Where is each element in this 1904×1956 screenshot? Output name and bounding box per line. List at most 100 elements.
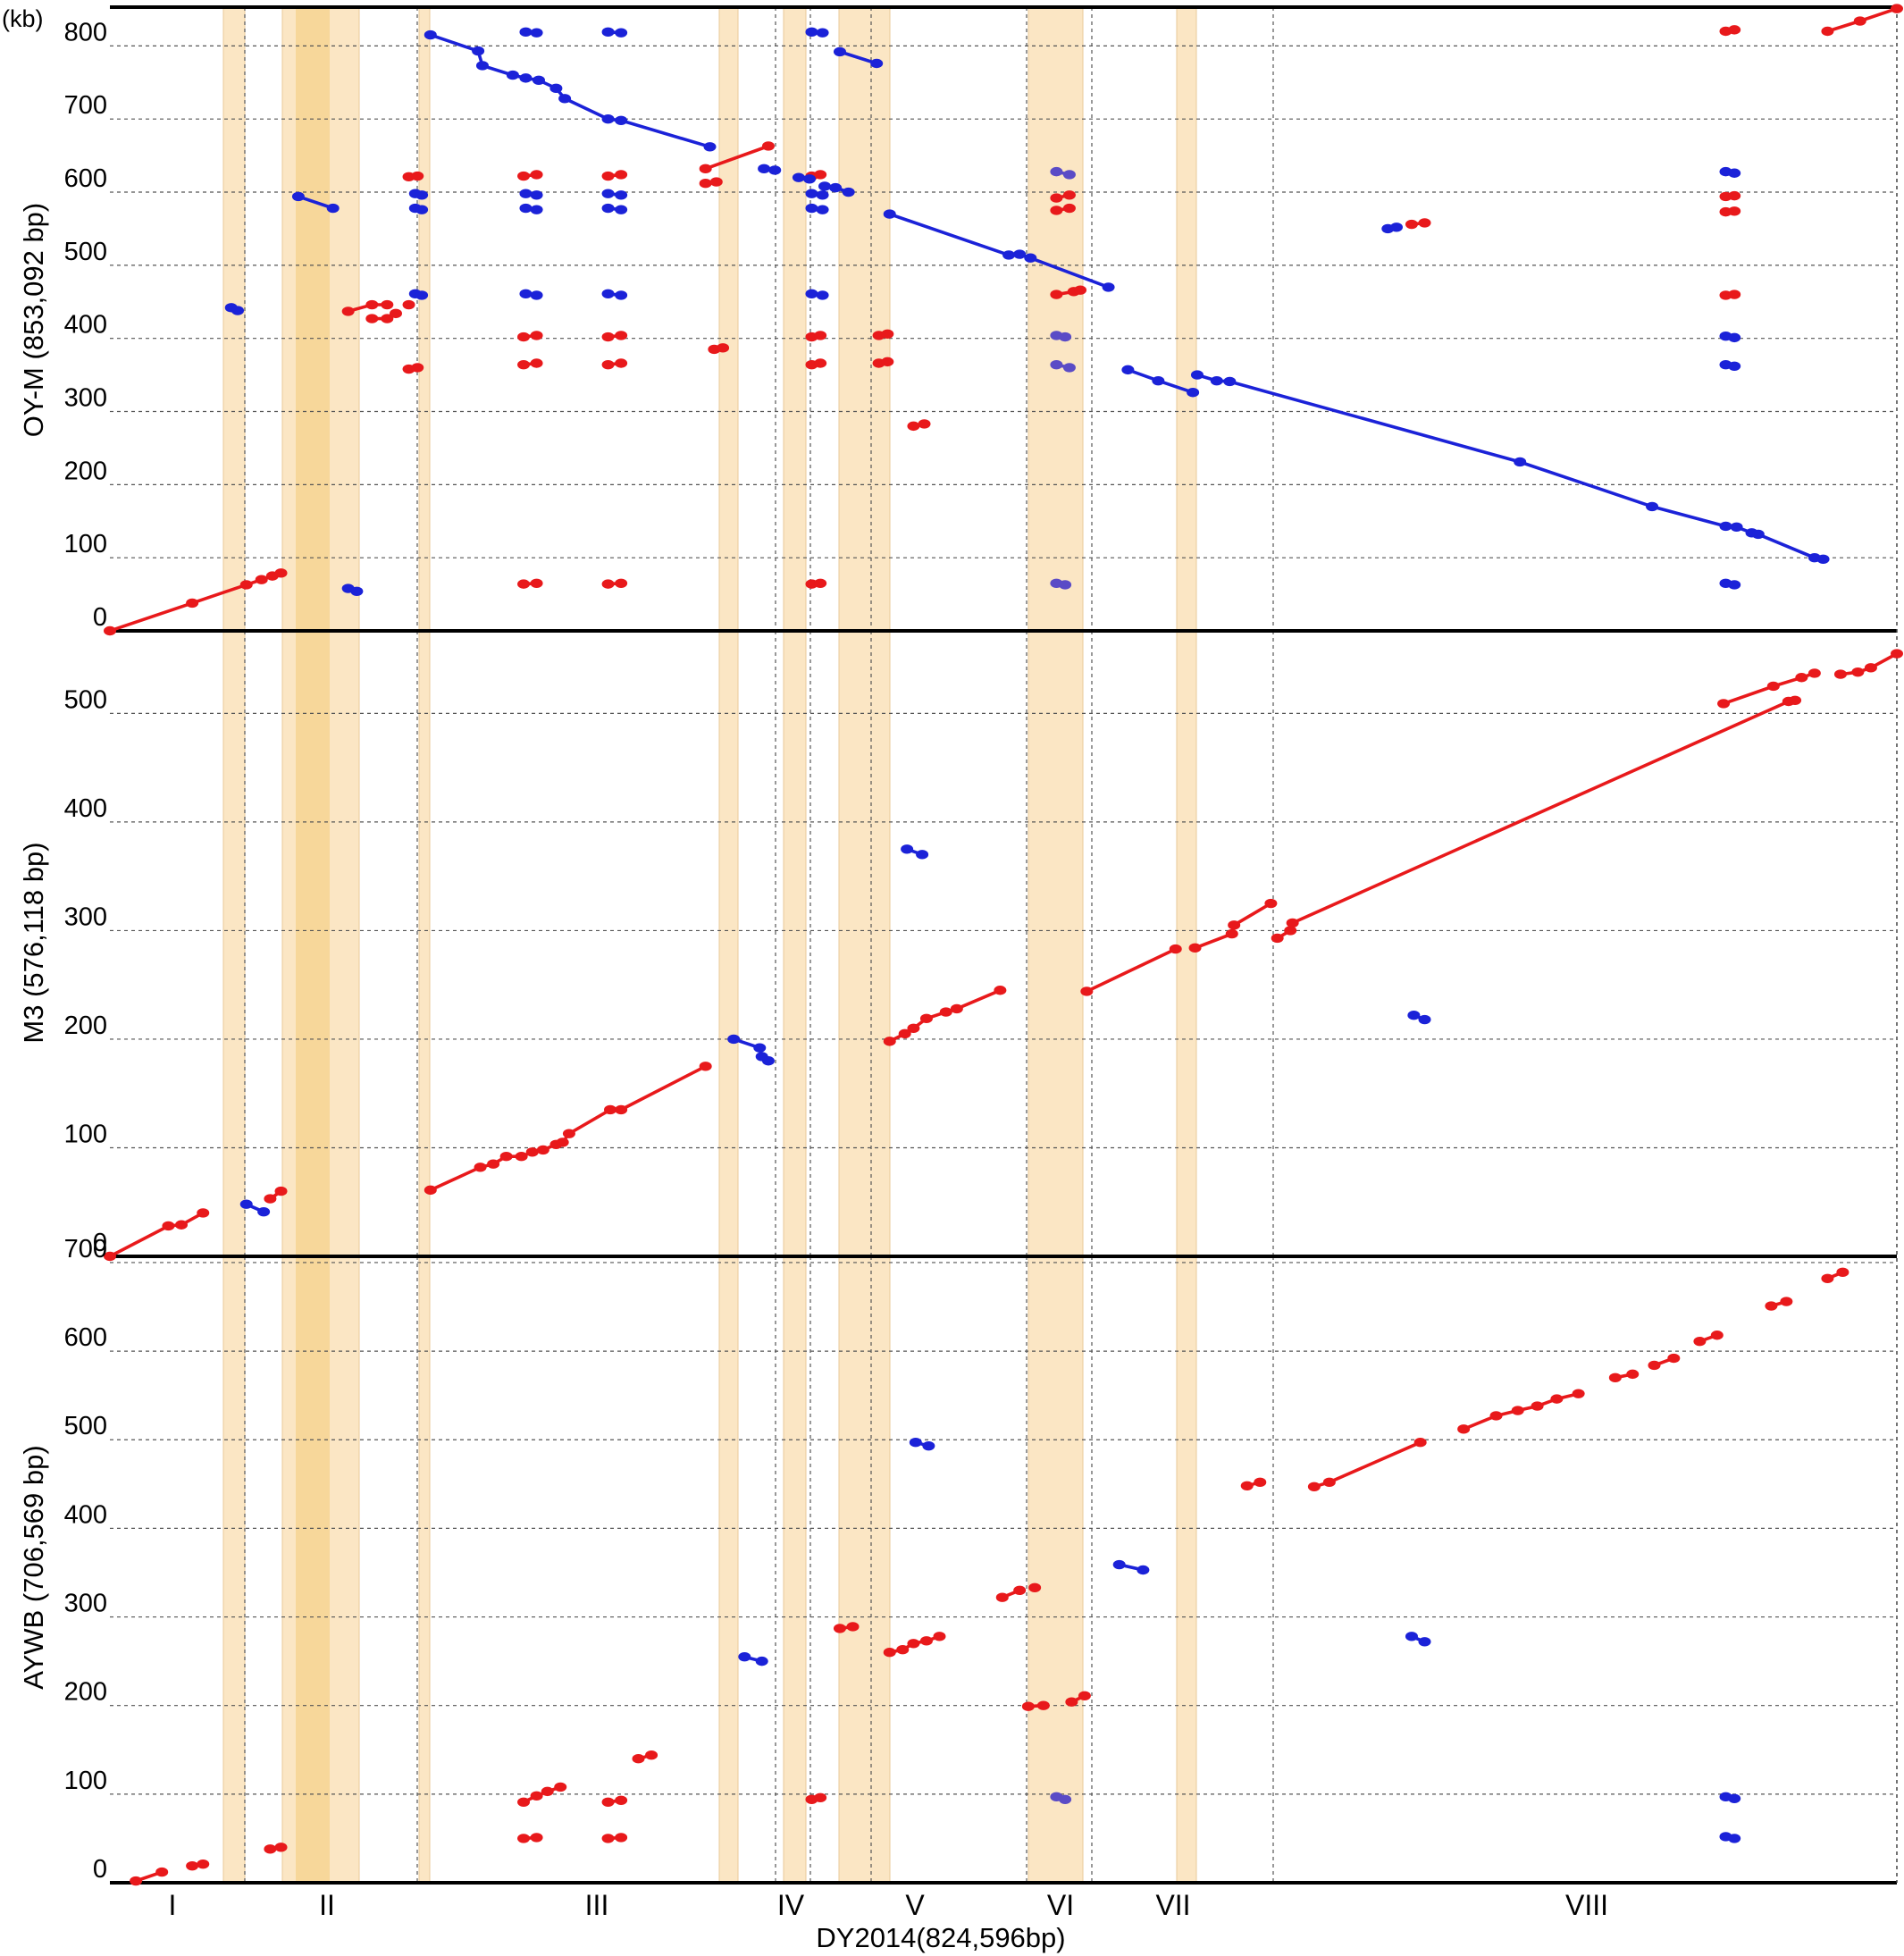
y-axis-tick-labels: 0 100 200 300 400 500 600 700 800 0 100 200 300 400 50… — [64, 18, 107, 1884]
alignment-point-reverse — [805, 203, 818, 214]
alignment-point-forward — [1036, 1700, 1050, 1710]
alignment-point-forward — [699, 164, 712, 174]
alignment-point-reverse-muted — [1059, 332, 1072, 342]
alignment-point-reverse — [1751, 529, 1765, 540]
y-tick-label: 0 — [93, 603, 107, 632]
alignment-point-forward — [1780, 1297, 1793, 1306]
alignment-point-forward — [699, 1062, 712, 1071]
y-tick-label: 700 — [64, 91, 107, 120]
alignment-point-forward — [1050, 206, 1063, 215]
alignment-point-forward — [341, 306, 355, 316]
alignment-point-forward — [601, 1797, 615, 1807]
alignment-point-forward — [381, 299, 394, 310]
alignment-point-reverse — [1121, 365, 1135, 375]
alignment-point-forward — [239, 580, 253, 590]
alignment-point-forward — [1864, 663, 1877, 673]
grid-lines — [110, 7, 1897, 1883]
region-label-3: III — [585, 1889, 609, 1921]
alignment-point-reverse — [1514, 457, 1527, 467]
alignment-point-forward — [814, 170, 827, 180]
alignment-point-forward — [1078, 1691, 1091, 1700]
alignment-point-forward — [1891, 649, 1903, 659]
alignment-point-reverse — [803, 174, 817, 184]
alignment-point-forward — [896, 1645, 910, 1655]
alignment-point-forward — [554, 1782, 567, 1792]
alignment-point-forward — [1572, 1389, 1585, 1398]
alignment-point-forward — [274, 1843, 288, 1852]
alignment-point-reverse — [818, 181, 831, 191]
alignment-point-forward — [517, 1834, 531, 1843]
alignment-point-forward — [601, 332, 615, 342]
alignment-point-forward — [1550, 1394, 1564, 1404]
y-axis-label-m3: M3 (576,118 bp) — [18, 842, 49, 1043]
alignment-point-reverse — [615, 28, 628, 38]
alignment-point-forward — [995, 1592, 1009, 1602]
y-tick-label: 300 — [64, 384, 107, 413]
alignment-point-forward — [761, 141, 775, 151]
alignment-point-forward — [717, 343, 730, 353]
alignment-point-forward — [515, 1151, 528, 1162]
y-tick-label: 300 — [64, 902, 107, 931]
alignment-point-forward — [814, 331, 827, 340]
alignment-point-reverse — [805, 189, 818, 198]
alignment-point-forward — [846, 1622, 860, 1632]
x-axis-label: DY2014(824,596bp) — [816, 1922, 1065, 1953]
alignment-point-forward — [709, 177, 723, 187]
alignment-point-reverse-muted — [1059, 1794, 1072, 1804]
alignment-point-reverse — [415, 190, 429, 200]
alignment-segment-reverse — [1196, 373, 1824, 561]
alignment-point-reverse — [768, 165, 782, 175]
alignment-point-reverse — [326, 203, 340, 214]
alignment-point-forward — [601, 171, 615, 181]
alignment-point-reverse — [1405, 1632, 1418, 1641]
alignment-point-forward — [1228, 920, 1241, 930]
y-tick-label: 800 — [64, 18, 107, 46]
alignment-point-forward — [1028, 1582, 1042, 1593]
y-tick-label: 400 — [64, 311, 107, 340]
alignment-point-forward — [907, 421, 920, 432]
alignment-point-reverse — [703, 142, 717, 152]
alignment-point-forward — [1413, 1438, 1427, 1448]
alignment-point-forward — [601, 579, 615, 589]
alignment-point-forward — [1271, 933, 1284, 944]
alignment-point-reverse — [758, 164, 771, 174]
alignment-point-forward — [1821, 26, 1834, 37]
region-band — [783, 6, 807, 1884]
alignment-segment-reverse — [889, 212, 1010, 257]
alignment-segment-forward — [1276, 700, 1790, 940]
alignment-point-forward — [814, 358, 827, 368]
alignment-point-reverse — [1728, 580, 1741, 590]
alignment-point-reverse — [519, 189, 533, 198]
region-band — [1027, 6, 1084, 1884]
y-tick-label: 100 — [64, 1767, 107, 1795]
region-label-8: VIII — [1565, 1889, 1608, 1921]
alignment-point-forward — [1050, 290, 1063, 299]
alignment-point-forward — [1062, 190, 1076, 200]
y-tick-label: 200 — [64, 1678, 107, 1707]
alignment-point-reverse — [1730, 522, 1743, 533]
alignment-point-forward — [833, 1624, 846, 1633]
alignment-point-reverse — [615, 190, 628, 200]
alignment-point-forward — [155, 1867, 169, 1877]
alignment-point-forward — [365, 314, 379, 323]
y-tick-label: 500 — [64, 238, 107, 266]
alignment-point-reverse — [257, 1206, 271, 1217]
alignment-point-reverse — [1719, 521, 1732, 532]
alignment-point-reverse — [1210, 375, 1223, 386]
alignment-point-reverse — [1112, 1559, 1126, 1570]
alignment-point-reverse — [829, 182, 843, 193]
alignment-point-reverse — [239, 1199, 253, 1209]
alignment-point-forward — [645, 1750, 658, 1760]
alignment-point-reverse — [519, 203, 533, 214]
alignment-point-forward — [104, 1251, 116, 1262]
alignment-point-forward — [615, 170, 628, 180]
region-label-2: II — [319, 1889, 335, 1921]
alignment-point-reverse — [1223, 376, 1237, 387]
alignment-point-forward — [541, 1786, 554, 1797]
alignment-point-forward — [536, 1145, 549, 1155]
alignment-point-forward — [1169, 944, 1182, 954]
alignment-point-reverse — [1728, 1793, 1741, 1804]
region-label-6: VI — [1047, 1889, 1074, 1921]
alignment-point-forward — [1789, 695, 1802, 705]
alignment-point-forward — [175, 1220, 188, 1230]
